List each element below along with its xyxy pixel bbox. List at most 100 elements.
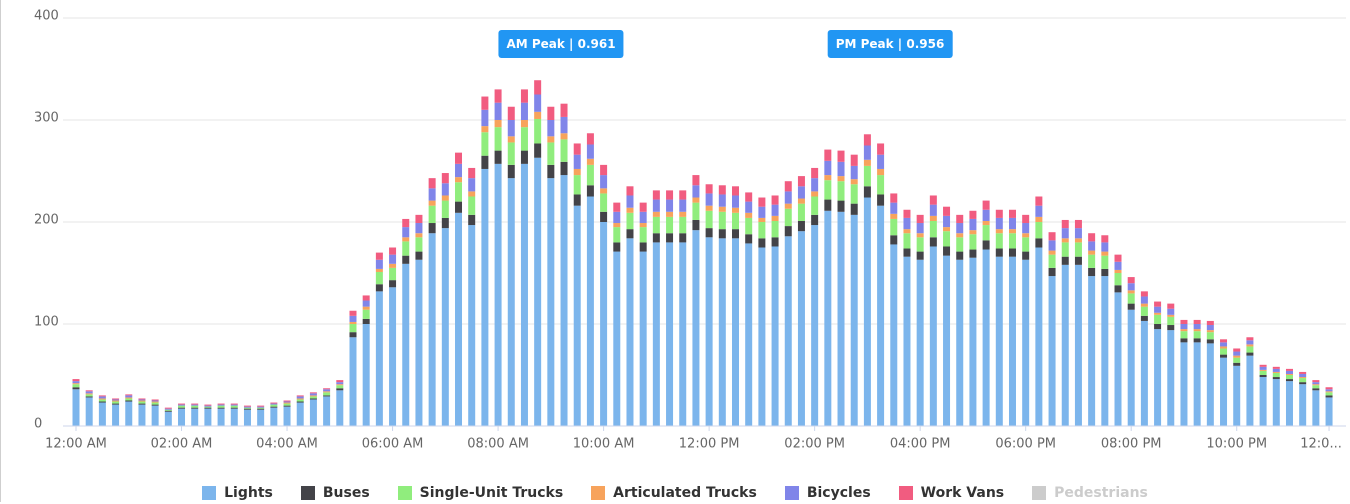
- bar-segment: [1272, 372, 1280, 378]
- bar-segment: [1167, 308, 1175, 315]
- bar-segment: [652, 242, 660, 426]
- bar-segment: [402, 241, 410, 256]
- bar-segment: [982, 220, 990, 226]
- bar-segment: [995, 248, 1003, 257]
- bar-segment: [718, 211, 726, 230]
- bar-segment: [283, 402, 291, 404]
- bar-segment: [1022, 223, 1030, 234]
- bar-segment: [560, 139, 568, 162]
- bar-segment: [257, 408, 265, 410]
- bar-segment: [389, 287, 397, 426]
- y-tick-label: 100: [34, 315, 59, 330]
- bar-segment: [441, 217, 449, 229]
- bar-segment: [468, 178, 476, 192]
- bar-segment: [956, 259, 964, 426]
- bar-segment: [270, 403, 278, 405]
- bar-segment: [72, 379, 80, 382]
- bar-segment: [771, 220, 779, 238]
- bar-segment: [1048, 254, 1056, 268]
- bar-segment: [507, 164, 515, 179]
- bar-segment: [613, 211, 621, 224]
- bar-segment: [1101, 255, 1109, 269]
- bar-segment: [943, 246, 951, 256]
- bar-segment: [1312, 382, 1320, 385]
- bar-segment: [890, 193, 898, 203]
- bar-segment: [705, 237, 713, 426]
- bar-segment: [415, 237, 423, 252]
- bar-segment: [705, 228, 713, 238]
- bar-segment: [890, 213, 898, 219]
- bar-segment: [1167, 303, 1175, 309]
- bar-segment: [362, 306, 370, 310]
- x-tick-label: 12:00 PM: [679, 437, 740, 452]
- bar-segment: [428, 205, 436, 224]
- bar-segment: [309, 399, 317, 426]
- bar-segment: [349, 321, 357, 324]
- bar-segment: [837, 200, 845, 212]
- bar-segment: [85, 397, 93, 426]
- bar-segment: [1035, 247, 1043, 426]
- bar-segment: [178, 408, 186, 426]
- bar-segment: [1008, 233, 1016, 249]
- bar-segment: [481, 168, 489, 426]
- bar-segment: [586, 185, 594, 197]
- bar-segment: [586, 144, 594, 159]
- bar-segment: [1088, 250, 1096, 255]
- bar-segment: [98, 395, 106, 397]
- bar-segment: [494, 89, 502, 103]
- bar-segment: [758, 247, 766, 426]
- bar-segment: [1259, 370, 1267, 375]
- bar-segment: [784, 226, 792, 237]
- bar-segment: [626, 186, 634, 196]
- bar-segment: [771, 246, 779, 426]
- bar-segment: [336, 388, 344, 391]
- bar-segment: [666, 199, 674, 212]
- bar-segment: [956, 237, 964, 252]
- bar-segment: [573, 154, 581, 169]
- bar-segment: [72, 383, 80, 385]
- bar-segment: [178, 403, 186, 405]
- bar-segment: [1088, 267, 1096, 277]
- bar-segment: [138, 399, 146, 401]
- bar-segment: [956, 214, 964, 224]
- bar-segment: [824, 160, 832, 176]
- bar-segment: [824, 180, 832, 200]
- bar-segment: [705, 210, 713, 229]
- bar-segment: [164, 409, 172, 411]
- bar-segment: [362, 300, 370, 307]
- bar-segment: [138, 400, 146, 402]
- bar-segment: [613, 227, 621, 243]
- bar-segment: [296, 396, 304, 399]
- bar-segment: [98, 396, 106, 399]
- bar-segment: [481, 96, 489, 110]
- bar-segment: [178, 405, 186, 408]
- bar-segment: [415, 259, 423, 426]
- bar-segment: [1246, 340, 1254, 345]
- y-tick-label: 400: [34, 9, 59, 24]
- bar-segment: [573, 168, 581, 176]
- bar-segment: [191, 405, 199, 408]
- bar-segment: [125, 395, 133, 398]
- bar-segment: [1048, 276, 1056, 426]
- bar-segment: [1101, 235, 1109, 243]
- bar-segment: [1140, 296, 1148, 304]
- bar-segment: [797, 203, 805, 221]
- bar-segment: [1035, 196, 1043, 206]
- bar-segment: [283, 405, 291, 407]
- bar-segment: [1193, 338, 1201, 343]
- bar-segment: [402, 227, 410, 238]
- bar-segment: [402, 255, 410, 264]
- bar-segment: [1022, 251, 1030, 260]
- bar-segment: [863, 145, 871, 160]
- bar-segment: [257, 407, 265, 409]
- bar-segment: [191, 408, 199, 426]
- bar-segment: [652, 199, 660, 212]
- bar-segment: [85, 393, 93, 395]
- bar-segment: [1285, 379, 1293, 382]
- y-tick-label: 0: [34, 417, 42, 432]
- bar-segment: [600, 175, 608, 189]
- bar-segment: [560, 133, 568, 140]
- bar-segment: [784, 181, 792, 192]
- bar-segment: [877, 168, 885, 176]
- bar-segment: [863, 197, 871, 426]
